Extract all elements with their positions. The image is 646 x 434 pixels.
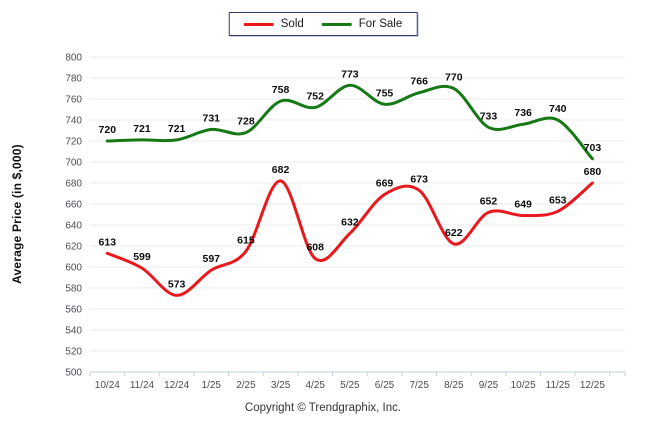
data-label: 766	[410, 76, 428, 88]
data-label: 721	[168, 123, 186, 135]
x-tick-label: 11/24	[130, 380, 155, 391]
copyright-text: Copyright © Trendgraphix, Inc.	[244, 402, 402, 414]
data-label: 573	[168, 278, 186, 290]
y-tick-label: 720	[65, 137, 82, 148]
x-tick-label: 12/24	[164, 380, 189, 391]
data-label: 682	[272, 164, 290, 176]
x-tick-label: 5/25	[340, 380, 360, 391]
data-label: 652	[480, 195, 498, 207]
y-tick-label: 660	[65, 200, 82, 211]
data-label: 728	[237, 116, 255, 128]
for-sale-line-swatch	[321, 22, 352, 26]
data-label: 721	[133, 123, 151, 135]
y-tick-label: 680	[65, 179, 82, 190]
data-label: 632	[341, 216, 359, 228]
data-label: 622	[445, 227, 463, 239]
data-label: 733	[480, 110, 498, 122]
data-label: 608	[306, 242, 324, 254]
data-label: 731	[203, 112, 221, 124]
data-label: 599	[133, 251, 151, 263]
data-label: 615	[237, 234, 255, 246]
data-label: 773	[341, 68, 359, 80]
y-tick-label: 580	[65, 284, 82, 295]
x-tick-label: 10/25	[511, 380, 536, 391]
sold-line-swatch	[243, 22, 274, 26]
data-label: 673	[410, 173, 428, 185]
y-tick-label: 800	[65, 53, 82, 64]
x-tick-label: 1/25	[202, 380, 222, 391]
y-tick-label: 540	[65, 326, 82, 337]
y-tick-label: 620	[65, 242, 82, 253]
y-tick-label: 600	[65, 263, 82, 274]
x-tick-label: 12/25	[580, 380, 605, 391]
y-tick-label: 520	[65, 347, 82, 358]
legend-label-sold: Sold	[280, 18, 304, 30]
y-tick-label: 700	[65, 158, 82, 169]
x-tick-label: 8/25	[444, 380, 464, 391]
y-tick-label: 500	[65, 368, 82, 379]
legend-label-for-sale: For Sale	[358, 18, 403, 30]
legend-item-sold: Sold	[243, 18, 304, 30]
data-label: 613	[99, 236, 117, 248]
series-line-for-sale	[105, 83, 594, 161]
x-tick-label: 7/25	[409, 380, 429, 391]
data-label: 703	[584, 142, 602, 154]
legend: Sold For Sale	[228, 12, 418, 36]
data-label: 669	[376, 178, 394, 190]
data-label: 720	[99, 124, 117, 136]
data-label: 752	[306, 90, 324, 102]
x-tick-label: 11/25	[546, 380, 571, 391]
y-tick-label: 780	[65, 74, 82, 85]
data-label: 758	[272, 84, 290, 96]
data-label: 680	[584, 166, 602, 178]
x-tick-label: 9/25	[479, 380, 499, 391]
data-label: 736	[514, 107, 532, 119]
y-tick-label: 640	[65, 221, 82, 232]
data-label: 653	[549, 194, 567, 206]
data-label: 649	[514, 199, 532, 211]
x-tick-label: 6/25	[375, 380, 395, 391]
data-label: 770	[445, 72, 463, 84]
y-tick-label: 740	[65, 116, 82, 127]
series-line-sold	[105, 179, 594, 297]
x-tick-label: 2/25	[236, 380, 256, 391]
x-tick-label: 4/25	[305, 380, 325, 391]
y-tick-label: 560	[65, 305, 82, 316]
data-label: 755	[376, 87, 394, 99]
data-label: 597	[203, 253, 221, 265]
data-label: 740	[549, 103, 567, 115]
legend-item-for-sale: For Sale	[321, 18, 403, 30]
y-tick-label: 760	[65, 95, 82, 106]
x-tick-label: 3/25	[271, 380, 291, 391]
x-tick-label: 10/24	[95, 380, 120, 391]
